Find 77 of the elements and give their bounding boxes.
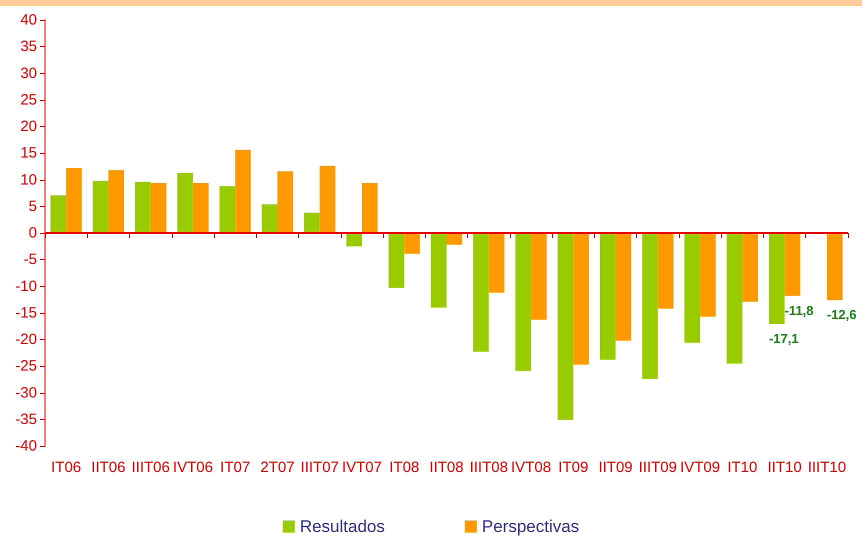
x-tick-label: IIIT07	[300, 459, 339, 476]
x-tick-label: IT07	[220, 459, 250, 476]
data-label: -17,1	[768, 331, 799, 346]
bar	[262, 204, 278, 233]
bar	[362, 182, 378, 233]
bar	[66, 168, 82, 233]
y-tick-label: -20	[15, 331, 37, 348]
bar	[742, 233, 758, 302]
bar	[304, 212, 320, 233]
x-tick-label: IVT09	[680, 459, 720, 476]
bar	[784, 233, 800, 296]
y-tick-label: -35	[15, 410, 37, 428]
bar	[488, 233, 504, 293]
bar	[600, 233, 616, 360]
y-tick-label: -30	[15, 384, 37, 402]
bar	[616, 233, 632, 341]
y-tick-label: 40	[20, 12, 37, 28]
x-tick-label: IVT08	[511, 459, 552, 476]
x-tick-label: IVT06	[172, 459, 213, 476]
y-tick-label: -15	[15, 304, 37, 322]
bar	[177, 172, 193, 233]
bar	[92, 180, 108, 233]
bar	[515, 233, 532, 371]
bar	[220, 186, 236, 233]
bar	[50, 195, 66, 233]
bar	[826, 233, 843, 300]
y-tick-label: -25	[15, 358, 37, 375]
y-tick-label: -10	[15, 278, 37, 295]
bar	[430, 233, 446, 308]
y-tick-label: -5	[24, 251, 37, 268]
bar	[558, 233, 574, 420]
bar	[768, 233, 785, 324]
bar	[135, 182, 151, 233]
x-tick-label: IT10	[727, 459, 758, 476]
x-tick-label: IT06	[51, 459, 82, 476]
y-tick-label: 10	[20, 171, 37, 188]
bar	[684, 233, 700, 343]
x-tick-label: IT08	[389, 459, 420, 476]
y-tick-label: 0	[28, 224, 37, 242]
bar	[700, 233, 716, 317]
bar	[108, 170, 124, 233]
bar	[346, 233, 362, 246]
bar	[277, 171, 294, 233]
data-label: -11,8	[784, 302, 814, 318]
y-tick-label: 5	[28, 198, 37, 215]
y-tick-label: 35	[20, 38, 37, 56]
x-tick-label: IIT08	[429, 459, 464, 476]
legend-label: Resultados	[300, 517, 385, 536]
x-tick-label: IIIT06	[131, 459, 170, 476]
bar	[642, 233, 658, 379]
y-tick-label: 25	[20, 91, 37, 108]
bar	[404, 233, 420, 254]
x-tick-label: IIT09	[598, 459, 633, 476]
bar	[150, 182, 166, 233]
x-tick-label: IIT06	[91, 459, 126, 476]
y-tick-label: 20	[20, 118, 37, 135]
y-tick-label: -40	[15, 438, 37, 454]
x-tick-label: IIIT08	[470, 459, 508, 476]
x-tick-label: IVT07	[342, 459, 382, 476]
x-tick-label: IIIT10	[808, 459, 846, 476]
bar	[726, 233, 742, 364]
legend-label: Perspectivas	[482, 517, 580, 536]
x-tick-label: IIIT09	[638, 459, 677, 476]
bar	[388, 233, 404, 288]
y-tick-label: 15	[20, 144, 37, 162]
y-tick-label: 30	[20, 64, 37, 82]
x-tick-label: IIT10	[768, 459, 802, 476]
x-tick-label: IT09	[558, 459, 588, 476]
data-label: -12,6	[826, 307, 857, 322]
x-tick-label: 2T07	[260, 459, 295, 476]
bar	[473, 233, 489, 352]
bar	[235, 150, 251, 233]
bar	[531, 233, 547, 320]
bar	[192, 182, 209, 233]
bar	[573, 233, 589, 365]
bar	[658, 233, 674, 309]
bar	[320, 166, 336, 233]
